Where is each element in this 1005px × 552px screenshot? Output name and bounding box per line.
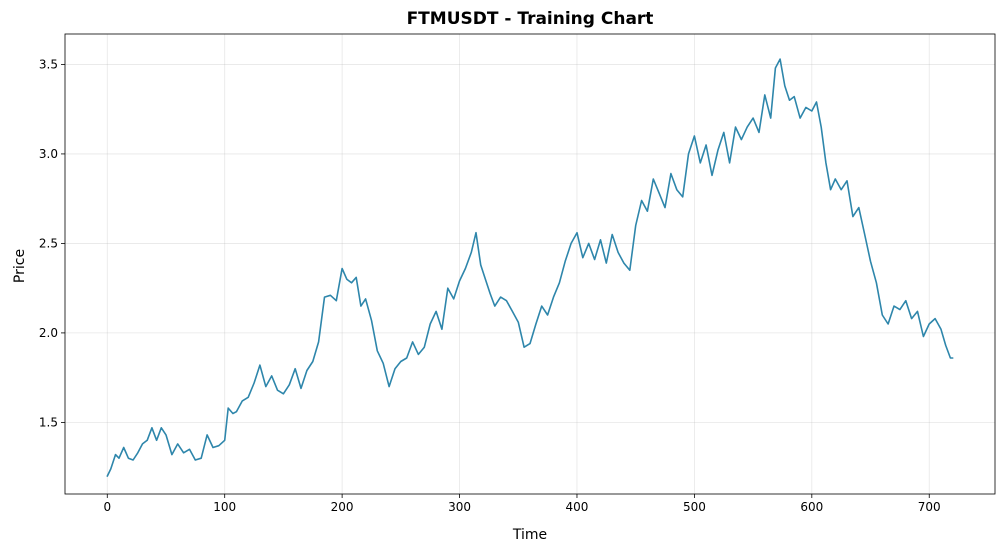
chart-title: FTMUSDT - Training Chart	[407, 9, 654, 29]
y-axis-label: Price	[12, 249, 28, 283]
x-tick-label: 200	[331, 500, 354, 514]
price-series-line	[106, 58, 954, 477]
plot-frame	[64, 33, 996, 495]
x-tick-label: 600	[800, 500, 823, 514]
x-tick-label: 400	[566, 500, 589, 514]
x-axis-label: Time	[512, 527, 547, 543]
x-tick-label: 500	[683, 500, 706, 514]
y-tick-label: 2.5	[39, 236, 58, 250]
y-tick-label: 3.0	[39, 147, 58, 161]
y-tick-label: 3.5	[39, 57, 58, 71]
y-tick-label: 1.5	[39, 415, 58, 429]
x-tick-label: 700	[918, 500, 941, 514]
grid	[65, 34, 995, 494]
y-axis: 1.5 2.0 2.5 3.0 3.5	[39, 57, 65, 429]
x-tick-label: 100	[213, 500, 236, 514]
y-tick-label: 2.0	[39, 326, 58, 340]
x-tick-label: 0	[103, 500, 111, 514]
x-tick-label: 300	[448, 500, 471, 514]
series-layer	[106, 58, 954, 477]
x-axis: 0 100 200 300 400 500 600 700	[103, 494, 941, 514]
